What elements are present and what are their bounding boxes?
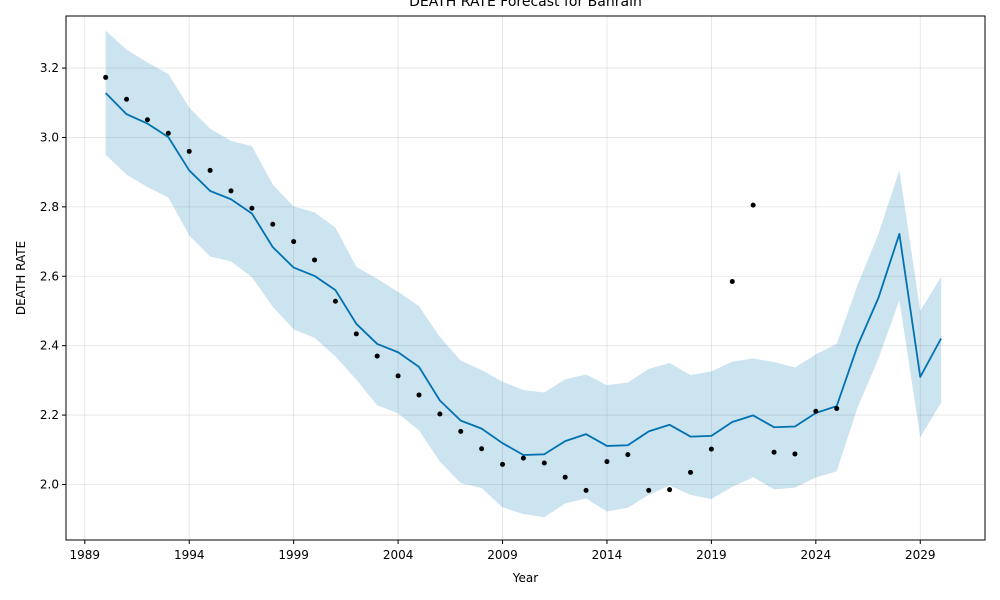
actual-point (416, 392, 422, 398)
actual-point (541, 460, 547, 466)
actual-point (771, 449, 777, 455)
x-tick-label: 1999 (278, 548, 309, 562)
actual-point (625, 452, 631, 458)
actual-point (332, 298, 338, 304)
actual-point (165, 130, 171, 136)
chart-title: DEATH RATE Forecast for Bahrain (409, 0, 642, 10)
y-tick-label: 2.4 (40, 339, 59, 353)
y-tick-label: 2.2 (40, 408, 59, 422)
x-tick-label: 2014 (592, 548, 623, 562)
actual-point (395, 373, 401, 379)
actual-point (437, 411, 443, 417)
x-tick-label: 2029 (905, 548, 936, 562)
actual-point (500, 461, 506, 467)
y-tick-label: 2.0 (40, 477, 59, 491)
x-tick-label: 2019 (696, 548, 727, 562)
actual-point (291, 239, 297, 245)
actual-point (124, 96, 130, 102)
actual-point (667, 487, 673, 493)
actual-point (144, 117, 150, 123)
x-tick-label: 1994 (174, 548, 205, 562)
confidence-band (105, 30, 942, 518)
x-axis-label: Year (512, 571, 538, 585)
actual-point (646, 487, 652, 493)
actual-point (708, 446, 714, 452)
actual-point (688, 469, 694, 475)
actual-point (562, 474, 568, 480)
y-tick-label: 2.8 (40, 200, 59, 214)
actual-point (834, 405, 840, 411)
actual-point (207, 167, 213, 173)
actual-point (792, 451, 798, 457)
x-tick-label: 1989 (70, 548, 101, 562)
actual-point (458, 428, 464, 434)
forecast-line (105, 92, 942, 456)
actual-point (312, 257, 318, 263)
actual-point (813, 408, 819, 414)
actual-point (520, 455, 526, 461)
actual-point (270, 221, 276, 227)
actual-point (249, 205, 255, 211)
y-tick-label: 2.6 (40, 269, 59, 283)
x-tick-label: 2004 (383, 548, 414, 562)
plot-frame (65, 15, 986, 541)
actual-point (103, 74, 109, 80)
actual-point (186, 148, 192, 154)
actual-point (353, 331, 359, 337)
actual-point (583, 487, 589, 493)
y-tick-label: 3.2 (40, 61, 59, 75)
x-tick-label: 2009 (487, 548, 518, 562)
actual-point (750, 202, 756, 208)
actual-point (604, 459, 610, 465)
actual-point (729, 278, 735, 284)
actual-point (228, 188, 234, 194)
x-tick-label: 2024 (801, 548, 832, 562)
actual-point (374, 353, 380, 359)
actual-point (479, 446, 485, 452)
y-axis-label: DEATH RATE (14, 241, 28, 315)
y-tick-label: 3.0 (40, 130, 59, 144)
